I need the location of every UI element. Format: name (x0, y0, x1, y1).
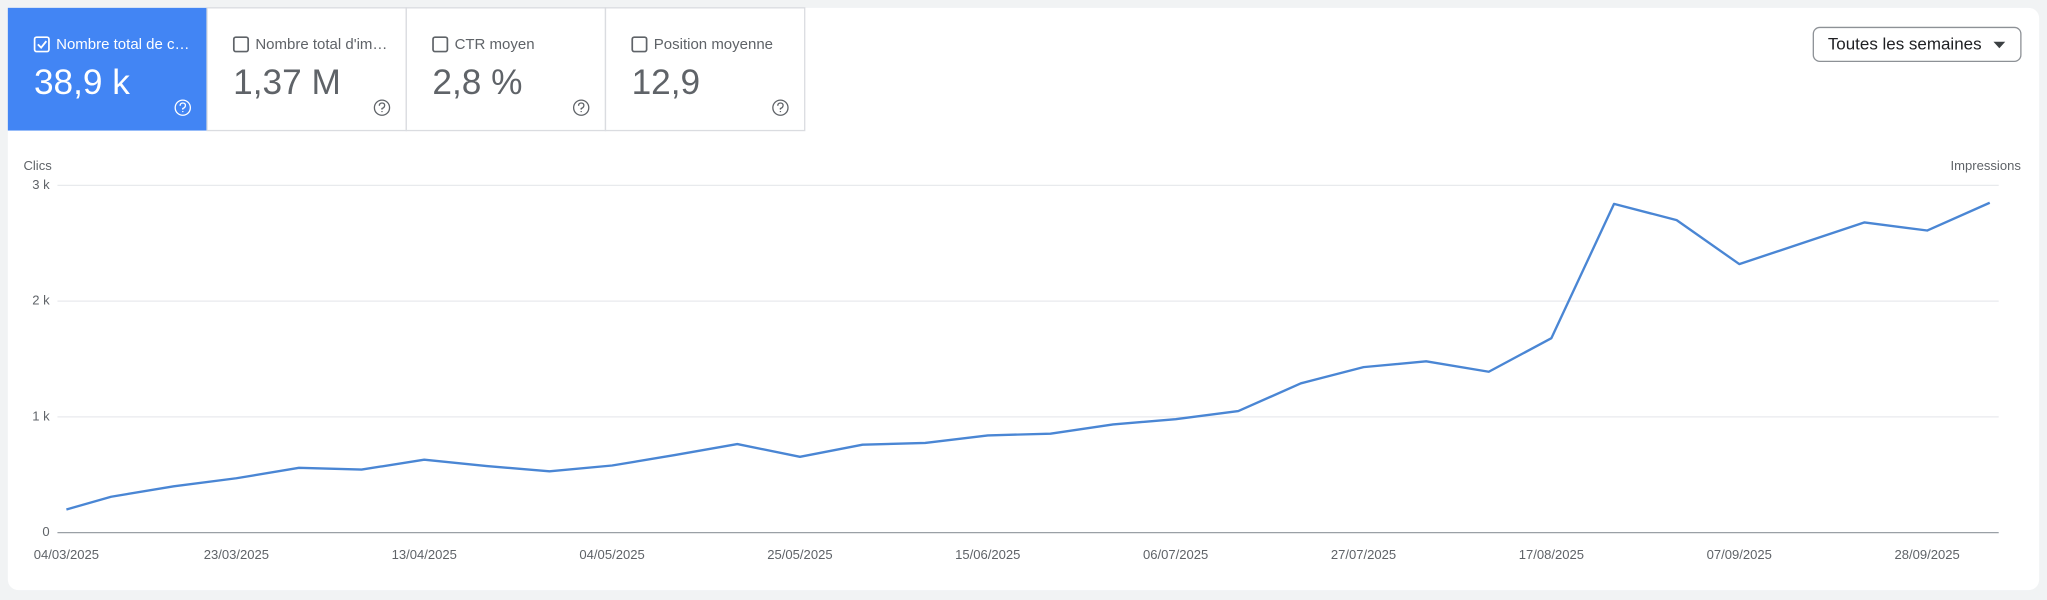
help-icon-mark (777, 102, 784, 113)
metric-value[interactable]: 2,8 % (432, 63, 522, 102)
checkbox[interactable] (432, 36, 449, 53)
x-tick-label: 07/09/2025 (1707, 547, 1772, 562)
x-tick-label: 15/06/2025 (955, 547, 1020, 562)
help-icon-mark (179, 102, 187, 113)
checkmark (37, 40, 48, 50)
x-tick-label: 04/03/2025 (34, 547, 99, 562)
y-tick-label: 1 k (32, 408, 50, 423)
tile-background[interactable] (7, 7, 208, 131)
x-tick-label: 06/07/2025 (1143, 547, 1208, 562)
metric-label[interactable]: Nombre total d'im… (255, 36, 387, 53)
help-icon[interactable] (373, 99, 391, 116)
help-icon[interactable] (174, 99, 191, 116)
y2-axis-title: Impressions (1951, 158, 2022, 173)
card (7, 7, 2040, 591)
line-series (66, 201, 1991, 511)
dropdown-arrow (1993, 41, 2006, 49)
metric-tile[interactable]: Nombre total de c… 38,9 k (7, 7, 208, 131)
metric-tile[interactable]: Nombre total d'im… 1,37 M (206, 7, 407, 132)
metric-label[interactable]: Position moyenne (654, 36, 773, 53)
y-axis-title: Clics (24, 158, 53, 173)
help-icon[interactable] (572, 99, 590, 116)
metric-label[interactable]: CTR moyen (455, 36, 535, 53)
help-icon[interactable] (772, 99, 789, 116)
plot: 0 1 k 2 k 3 k 04/03/2025 23/03/2025 13/04/2025… (32, 177, 1999, 562)
metric-tiles: Nombre total de c… 38,9 k Nombre total d'i… (7, 7, 806, 132)
metric-tile[interactable]: CTR moyen 2,8 % (405, 7, 607, 132)
checkbox[interactable] (232, 36, 250, 53)
x-tick-label: 23/03/2025 (204, 547, 269, 562)
help-icon-mark (378, 102, 386, 113)
y-tick-label: 0 (42, 524, 49, 539)
x-tick-label: 13/04/2025 (392, 547, 457, 562)
checkbox[interactable] (33, 36, 50, 53)
tile-background[interactable] (604, 7, 806, 132)
metric-tile[interactable]: Position moyenne 12,9 (604, 7, 806, 132)
metric-value[interactable]: 12,9 (632, 63, 701, 102)
checkbox[interactable] (631, 36, 648, 53)
metric-value[interactable]: 38,9 k (34, 63, 130, 102)
metric-value[interactable]: 1,37 M (233, 63, 341, 102)
dropdown-box[interactable] (1812, 26, 2022, 63)
help-icon-mark (577, 102, 585, 113)
metric-label[interactable]: Nombre total de c… (56, 36, 189, 53)
y-tick-label: 3 k (32, 177, 50, 192)
y-tick-label: 2 k (32, 293, 50, 308)
x-tick-label: 25/05/2025 (767, 547, 832, 562)
period-dropdown[interactable]: Toutes les semaines (1812, 26, 2022, 63)
dropdown-label[interactable]: Toutes les semaines (1828, 35, 1982, 54)
x-tick-label: 28/09/2025 (1894, 547, 1959, 562)
x-tick-label: 17/08/2025 (1519, 547, 1584, 562)
x-tick-label: 04/05/2025 (579, 547, 644, 562)
x-tick-label: 27/07/2025 (1331, 547, 1396, 562)
